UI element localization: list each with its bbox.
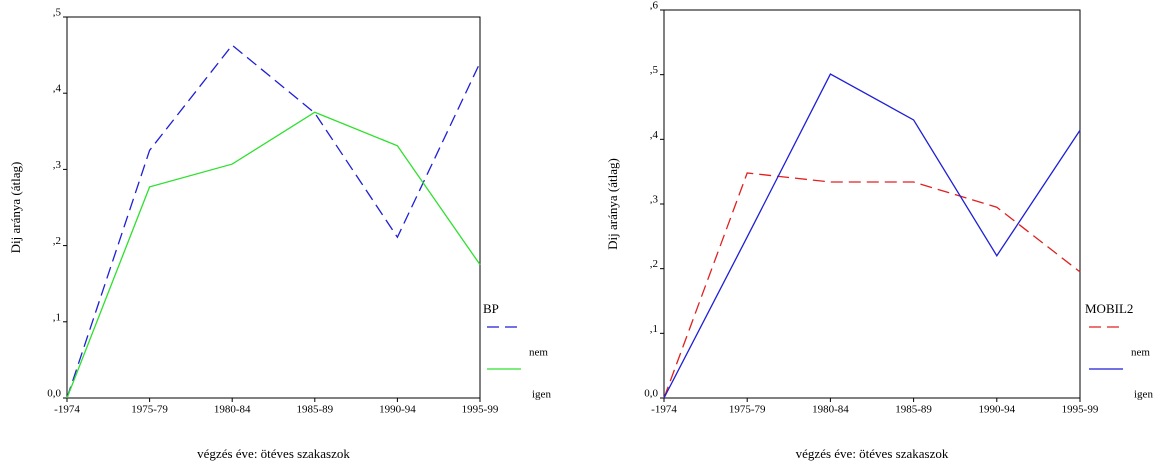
x-tick-label: 1975-79 (131, 404, 168, 416)
x-tick-label: 1995-99 (1062, 404, 1099, 416)
y-tick-label: ,1 (53, 311, 61, 323)
series-line (66, 44, 481, 399)
series-line (663, 73, 1081, 399)
y-tick-label: ,2 (53, 235, 61, 247)
legend-label: nem (529, 347, 548, 359)
legend-label: nem (1131, 347, 1150, 359)
x-axis-label: végzés éve: ötéves szakaszok (796, 446, 949, 461)
legend-title: BP (483, 301, 499, 316)
legend-title: MOBIL2 (1085, 301, 1133, 316)
y-tick-label: ,5 (650, 64, 659, 76)
y-tick-label: ,3 (53, 159, 62, 171)
x-tick-label: -1974 (651, 404, 677, 416)
plot-frame (66, 16, 481, 399)
y-axis-label: Dij aránya (átlag) (605, 158, 620, 250)
plot-frame (663, 9, 1081, 399)
y-tick-label: ,1 (650, 323, 658, 335)
series-line (66, 111, 481, 399)
y-tick-label: ,6 (650, 0, 659, 12)
x-tick-label: 1985-89 (895, 404, 932, 416)
x-tick-label: 1990-94 (978, 404, 1015, 416)
y-tick-label: ,4 (53, 83, 62, 95)
legend-label: igen (532, 389, 551, 401)
x-tick-label: 1980-84 (214, 404, 251, 416)
series-line (663, 172, 1081, 399)
x-tick-label: 1985-89 (296, 404, 333, 416)
y-tick-label: ,4 (650, 129, 659, 141)
y-axis-label: Dij aránya (átlag) (8, 162, 23, 254)
y-tick-label: 0,0 (644, 388, 658, 400)
y-tick-label: 0,0 (47, 388, 61, 400)
x-tick-label: 1980-84 (812, 404, 849, 416)
x-axis-label: végzés éve: ötéves szakaszok (197, 446, 350, 461)
x-tick-label: 1995-99 (462, 404, 499, 416)
legend-label: igen (1134, 389, 1153, 401)
x-tick-label: -1974 (54, 404, 80, 416)
x-tick-label: 1990-94 (379, 404, 416, 416)
x-tick-label: 1975-79 (729, 404, 766, 416)
y-tick-label: ,2 (650, 258, 658, 270)
y-tick-label: ,3 (650, 194, 659, 206)
y-tick-label: ,5 (53, 7, 62, 19)
